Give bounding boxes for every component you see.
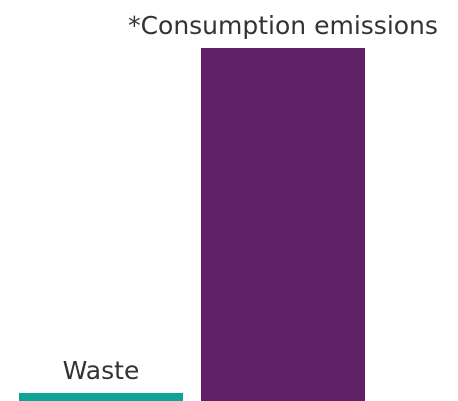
bar-label-0: Waste xyxy=(63,356,140,385)
bar-0 xyxy=(19,392,183,401)
bar-1 xyxy=(201,48,365,401)
bar-label-1: *Consumption emissions xyxy=(128,11,438,40)
bar-labels-group: Waste *Consumption emissions xyxy=(63,11,438,385)
bars-group xyxy=(19,48,365,401)
